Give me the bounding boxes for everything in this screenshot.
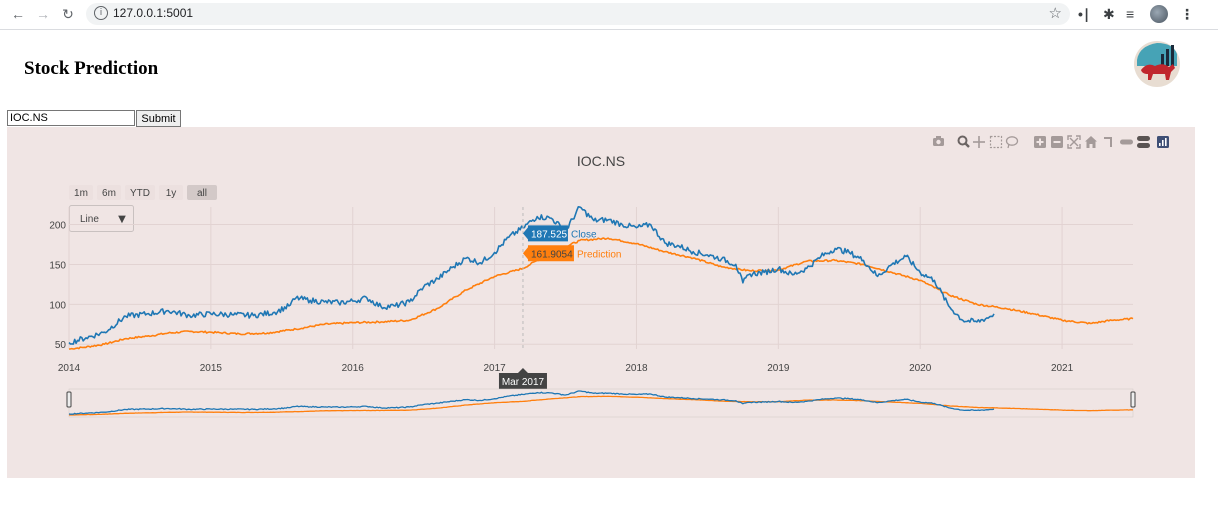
y-axis: 50 100 150 200 [49,221,66,352]
mini-series-line-close [68,390,995,415]
chart-type-dropdown[interactable]: Line ▼ [69,205,134,232]
range-button-ytd[interactable]: YTD [125,185,155,200]
range-button-bg [97,185,121,200]
address-url: 127.0.0.1:5001 [113,6,194,20]
range-button-label: YTD [130,188,150,199]
zoom-out-icon[interactable] [1051,136,1063,148]
y-tick-label: 50 [55,340,67,351]
range-button-6m[interactable]: 6m [97,185,121,200]
y-tick-label: 100 [49,300,66,311]
range-slider-right-handle[interactable] [1130,391,1136,408]
x-tick-label: 2019 [767,363,790,374]
x-axis: 2014 2015 2016 2017 2018 2019 2020 2021 [58,363,1074,374]
pan-icon[interactable] [973,136,985,148]
range-button-all[interactable]: all [187,185,217,200]
hover-label-date: Mar 2017 [498,368,547,389]
back-arrow-icon[interactable]: ← [11,6,25,22]
x-tick-label: 2014 [58,363,81,374]
plot-area[interactable] [68,206,1134,350]
range-button-label: 6m [102,188,116,199]
x-tick-label: 2015 [200,363,223,374]
range-button-1y[interactable]: 1y [159,185,183,200]
range-button-bg [159,185,183,200]
chart-panel: IOC.NS 1m 6m YTD 1y all Line ▼ 50 100 150 200 2… [7,127,1195,478]
grid [68,207,1133,349]
extension-icon[interactable]: •∣ [1078,6,1090,22]
address-bar[interactable]: i 127.0.0.1:5001 ☆ [86,3,1070,25]
range-button-bg [69,185,93,200]
hover-label-prediction: 161.9054 Prediction [522,245,621,262]
y-tick-label: 200 [49,221,66,232]
info-icon[interactable]: i [94,6,108,20]
reset-axes-icon[interactable] [1085,136,1097,148]
dropdown-selected-label: Line [80,214,99,225]
hover-compare-icon[interactable] [1137,136,1150,148]
range-button-label: all [197,188,207,199]
range-selector: 1m 6m YTD 1y all [69,185,217,200]
modebar [933,135,1169,149]
forward-arrow-icon[interactable]: → [36,6,50,22]
submit-button[interactable]: Submit [136,110,181,127]
star-icon[interactable]: ☆ [1048,5,1062,22]
lasso-select-icon[interactable] [1005,136,1019,149]
hover-date-value: Mar 2017 [502,377,545,388]
x-tick-label: 2018 [625,363,648,374]
hover-prediction-name: Prediction [577,249,621,260]
hover-prediction-value: 161.9054 [531,249,573,260]
browser-toolbar: ← → ↻ i 127.0.0.1:5001 ☆ •∣ ✱ ≡ ⋮ [0,0,1218,30]
hover-close-name: Close [571,229,597,240]
range-button-label: 1y [166,188,177,199]
profile-avatar-icon[interactable] [1150,5,1168,23]
camera-icon[interactable] [933,136,944,146]
x-tick-label: 2021 [1051,363,1074,374]
x-tick-label: 2017 [483,363,506,374]
range-button-bg [125,185,155,200]
dropdown-caret-icon: ▼ [118,214,126,225]
hover-closest-icon[interactable] [1120,139,1133,145]
chart-title: IOC.NS [577,153,625,169]
ticker-input[interactable] [7,110,135,126]
zoom-in-icon[interactable] [1034,136,1046,148]
x-tick-label: 2016 [342,363,365,374]
stock-chart[interactable]: IOC.NS 1m 6m YTD 1y all Line ▼ 50 100 150 200 2… [7,127,1195,478]
range-button-1m[interactable]: 1m [69,185,93,200]
reload-icon[interactable]: ↻ [62,6,74,22]
range-button-bg [187,185,217,200]
spike-lines-icon[interactable] [1104,137,1112,147]
reading-list-icon[interactable]: ≡ [1126,6,1135,22]
range-slider[interactable] [66,388,1136,418]
series-line-close[interactable] [68,206,995,345]
series-line-prediction[interactable] [68,237,1134,350]
range-slider-plot [68,390,1134,416]
puzzle-icon[interactable]: ✱ [1103,6,1115,22]
zoom-icon[interactable] [957,135,970,148]
hover-label-close: 187.525 Close [522,225,597,242]
range-slider-left-handle[interactable] [66,391,72,408]
plotly-logo-icon[interactable] [1157,136,1169,148]
x-tick-label: 2020 [909,363,932,374]
autoscale-icon[interactable] [1067,135,1081,149]
kebab-menu-icon[interactable]: ⋮ [1180,6,1194,22]
page-title: Stock Prediction [24,58,159,79]
y-tick-label: 150 [49,260,66,271]
bull-stock-chart-logo [1134,41,1180,87]
range-button-label: 1m [74,188,88,199]
mini-series-line-prediction [69,395,1134,416]
box-select-icon[interactable] [989,135,1003,149]
hover-close-value: 187.525 [531,229,568,240]
